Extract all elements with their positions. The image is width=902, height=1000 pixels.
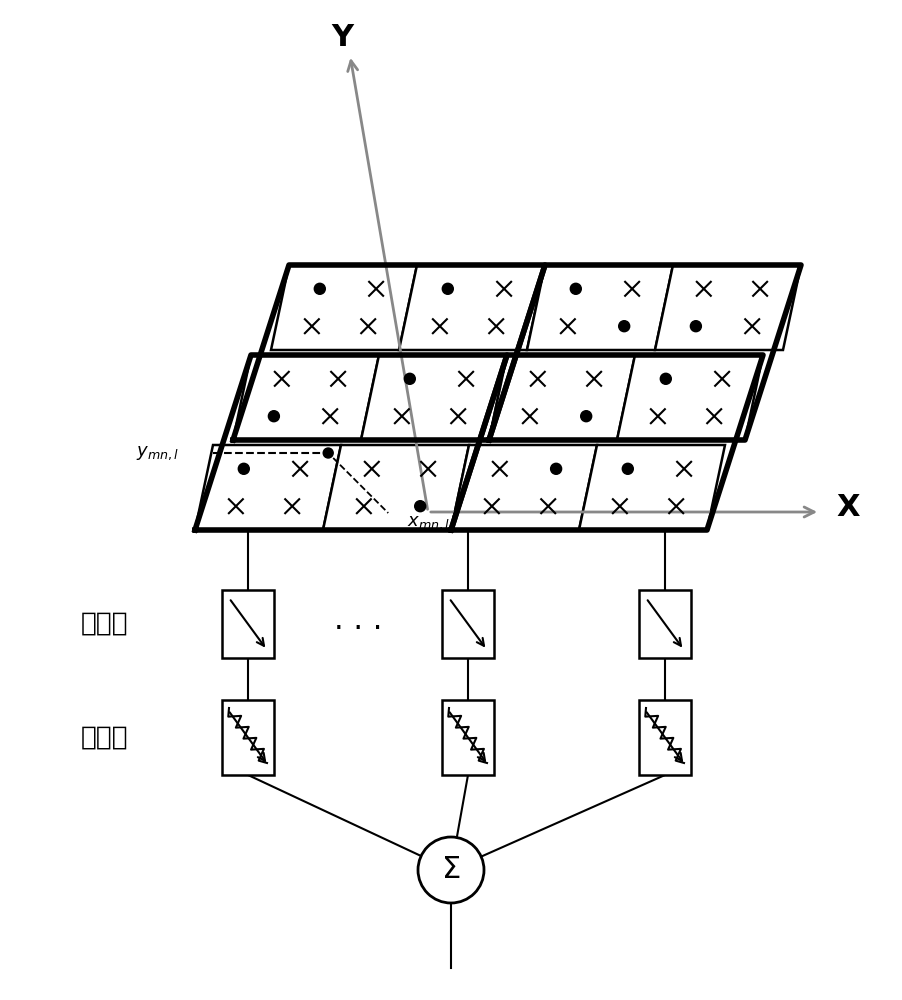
Circle shape — [323, 448, 333, 458]
Circle shape — [314, 283, 325, 294]
Bar — [639, 590, 690, 658]
Circle shape — [442, 283, 453, 294]
Circle shape — [238, 463, 249, 474]
Polygon shape — [323, 445, 468, 530]
Bar — [222, 590, 273, 658]
Circle shape — [570, 283, 581, 294]
Text: $y_{mn,l}$: $y_{mn,l}$ — [136, 444, 179, 462]
Polygon shape — [654, 265, 800, 350]
Text: Y: Y — [331, 23, 353, 52]
Polygon shape — [616, 355, 762, 440]
Polygon shape — [233, 355, 379, 440]
Bar — [639, 700, 690, 775]
Bar — [441, 590, 493, 658]
Circle shape — [268, 411, 279, 422]
Text: $x_{mn,l}$: $x_{mn,l}$ — [406, 514, 449, 532]
Circle shape — [414, 501, 425, 512]
Polygon shape — [527, 265, 672, 350]
Circle shape — [690, 321, 701, 332]
Polygon shape — [361, 355, 506, 440]
Polygon shape — [489, 355, 634, 440]
Circle shape — [550, 463, 561, 474]
Polygon shape — [450, 445, 596, 530]
Circle shape — [404, 373, 415, 384]
Circle shape — [618, 321, 629, 332]
Circle shape — [580, 411, 591, 422]
Bar — [441, 700, 493, 775]
Bar — [222, 700, 273, 775]
Text: X: X — [835, 493, 859, 522]
Polygon shape — [578, 445, 724, 530]
Text: · · ·: · · · — [334, 614, 382, 644]
Ellipse shape — [418, 837, 483, 903]
Text: 移相器: 移相器 — [81, 611, 129, 637]
Text: 衰减器: 衰减器 — [81, 724, 129, 750]
Polygon shape — [399, 265, 545, 350]
Circle shape — [621, 463, 632, 474]
Polygon shape — [195, 445, 341, 530]
Text: $\Sigma$: $\Sigma$ — [441, 855, 460, 884]
Polygon shape — [271, 265, 417, 350]
Circle shape — [659, 373, 670, 384]
